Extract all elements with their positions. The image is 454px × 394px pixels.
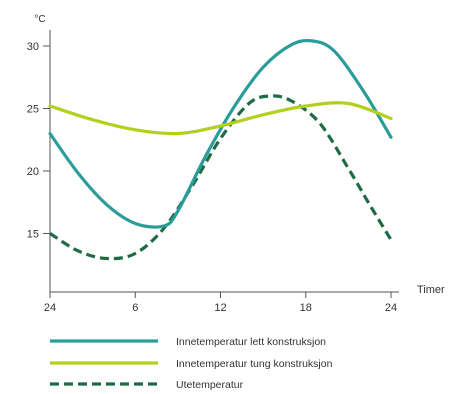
x-tick-label: 6 bbox=[132, 302, 138, 314]
x-tick-label: 24 bbox=[385, 302, 397, 314]
series-line-1 bbox=[48, 38, 393, 229]
x-axis-title: Timer bbox=[417, 284, 445, 296]
x-tick-label: 18 bbox=[300, 302, 312, 314]
legend-label-2: Innetemperatur tung konstruksjon bbox=[176, 358, 333, 370]
legend-label-1: Innetemperatur lett konstruksjon bbox=[176, 336, 326, 348]
y-tick-label: 20 bbox=[27, 166, 39, 178]
y-tick-label: 30 bbox=[27, 41, 39, 53]
series-layer bbox=[48, 38, 393, 261]
y-tick-label: 25 bbox=[27, 104, 39, 116]
series-line-2 bbox=[48, 101, 393, 136]
y-tick-label: 15 bbox=[27, 229, 39, 241]
y-axis-unit-label: °C bbox=[34, 14, 45, 25]
axes: °C Timer bbox=[34, 14, 445, 296]
x-tick-label: 24 bbox=[44, 302, 56, 314]
legend: Innetemperatur lett konstruksjon Innetemp… bbox=[50, 336, 333, 391]
series-line-3 bbox=[49, 94, 393, 261]
x-tick-label: 12 bbox=[214, 302, 226, 314]
axis-ticks: 15 20 25 30 24 6 12 18 24 bbox=[27, 41, 397, 314]
legend-label-3: Utetemperatur bbox=[176, 379, 244, 391]
